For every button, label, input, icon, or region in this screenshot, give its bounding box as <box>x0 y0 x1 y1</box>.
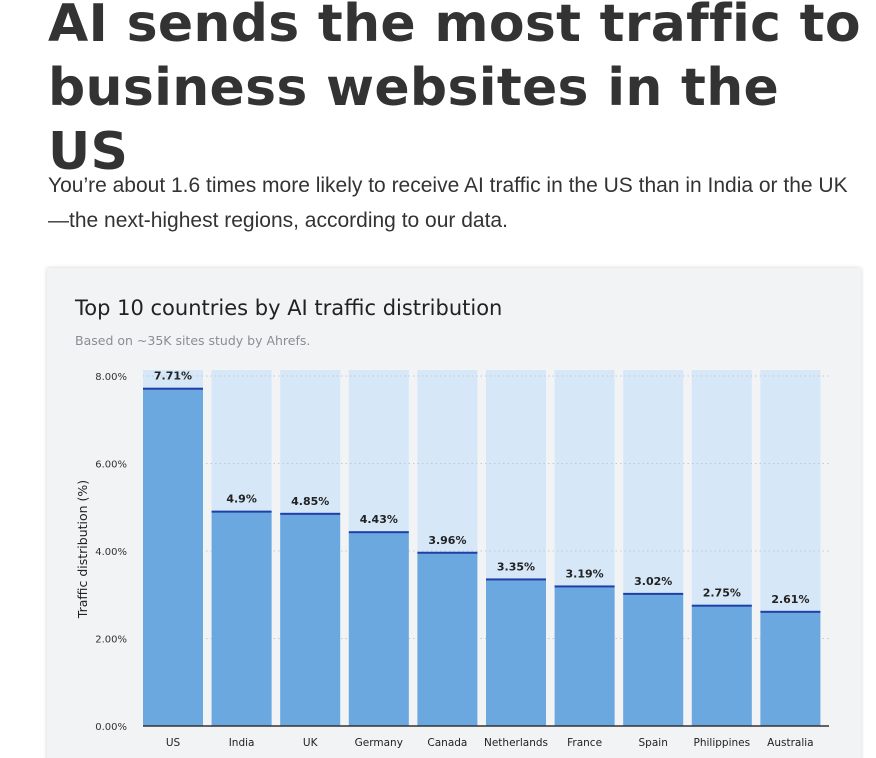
x-tick-label: India <box>229 737 255 749</box>
bar <box>691 605 752 726</box>
bar-value-label: 3.02% <box>634 575 672 588</box>
bar-value-label: 4.9% <box>226 493 257 506</box>
bar-value-label: 4.85% <box>291 495 329 508</box>
bar-cap <box>760 610 821 613</box>
x-tick-label: UK <box>303 737 319 749</box>
bar-cap <box>143 387 203 390</box>
article-headline: AI sends the most traffic to business we… <box>48 0 876 184</box>
y-axis-label: Traffic distribution (%) <box>75 480 90 619</box>
x-tick-label: US <box>166 737 181 749</box>
bar-cap <box>348 531 409 534</box>
bar-cap <box>486 578 546 581</box>
bar-cap <box>417 551 478 554</box>
bar-cap <box>280 512 341 515</box>
x-tick-label: Spain <box>639 737 668 749</box>
x-tick-label: Philippines <box>694 737 751 749</box>
bar-value-label: 4.43% <box>360 513 398 526</box>
x-tick-label: France <box>567 737 602 749</box>
y-tick-label: 6.00% <box>95 460 127 471</box>
bar-cap <box>691 604 752 607</box>
bar <box>554 586 615 726</box>
bar-value-label: 3.96% <box>428 534 466 547</box>
y-tick-label: 0.00% <box>95 722 127 733</box>
bar-value-label: 7.71% <box>154 370 192 383</box>
x-tick-label: Germany <box>355 737 403 749</box>
article-lede: You’re about 1.6 times more likely to re… <box>48 174 848 232</box>
x-tick-label: Netherlands <box>484 737 548 749</box>
bar-cap <box>211 510 272 513</box>
chart-card: Top 10 countries by AI traffic distribut… <box>47 268 861 758</box>
bar-cap <box>623 592 684 595</box>
bar <box>486 579 546 726</box>
bar-value-label: 2.75% <box>703 587 741 600</box>
bar-value-label: 3.19% <box>566 567 604 580</box>
x-tick-label: Australia <box>767 737 813 749</box>
bar-value-label: 3.35% <box>497 560 535 573</box>
headline-line-1: AI sends the most traffic to <box>48 0 861 54</box>
chart-title: Top 10 countries by AI traffic distribut… <box>75 296 503 320</box>
bar-value-label: 2.61% <box>771 593 809 606</box>
bar <box>143 388 203 726</box>
bar <box>417 552 478 726</box>
y-tick-label: 4.00% <box>95 547 127 558</box>
bar <box>280 513 341 726</box>
bar-chart: 0.00% 2.00% 4.00% 6.00% 8.00% 7.71% US 4.9% Indi… <box>75 370 829 749</box>
bar <box>348 532 409 726</box>
y-tick-label: 8.00% <box>95 372 127 383</box>
bar-cap <box>554 585 615 588</box>
bar <box>211 511 272 726</box>
chart-subtitle: Based on ~35K sites study by Ahrefs. <box>75 333 311 348</box>
x-tick-label: Canada <box>427 737 467 749</box>
bar <box>760 611 821 726</box>
y-tick-label: 2.00% <box>95 635 127 646</box>
bar <box>623 593 684 726</box>
headline-line-2: business websites in the US <box>48 58 780 182</box>
